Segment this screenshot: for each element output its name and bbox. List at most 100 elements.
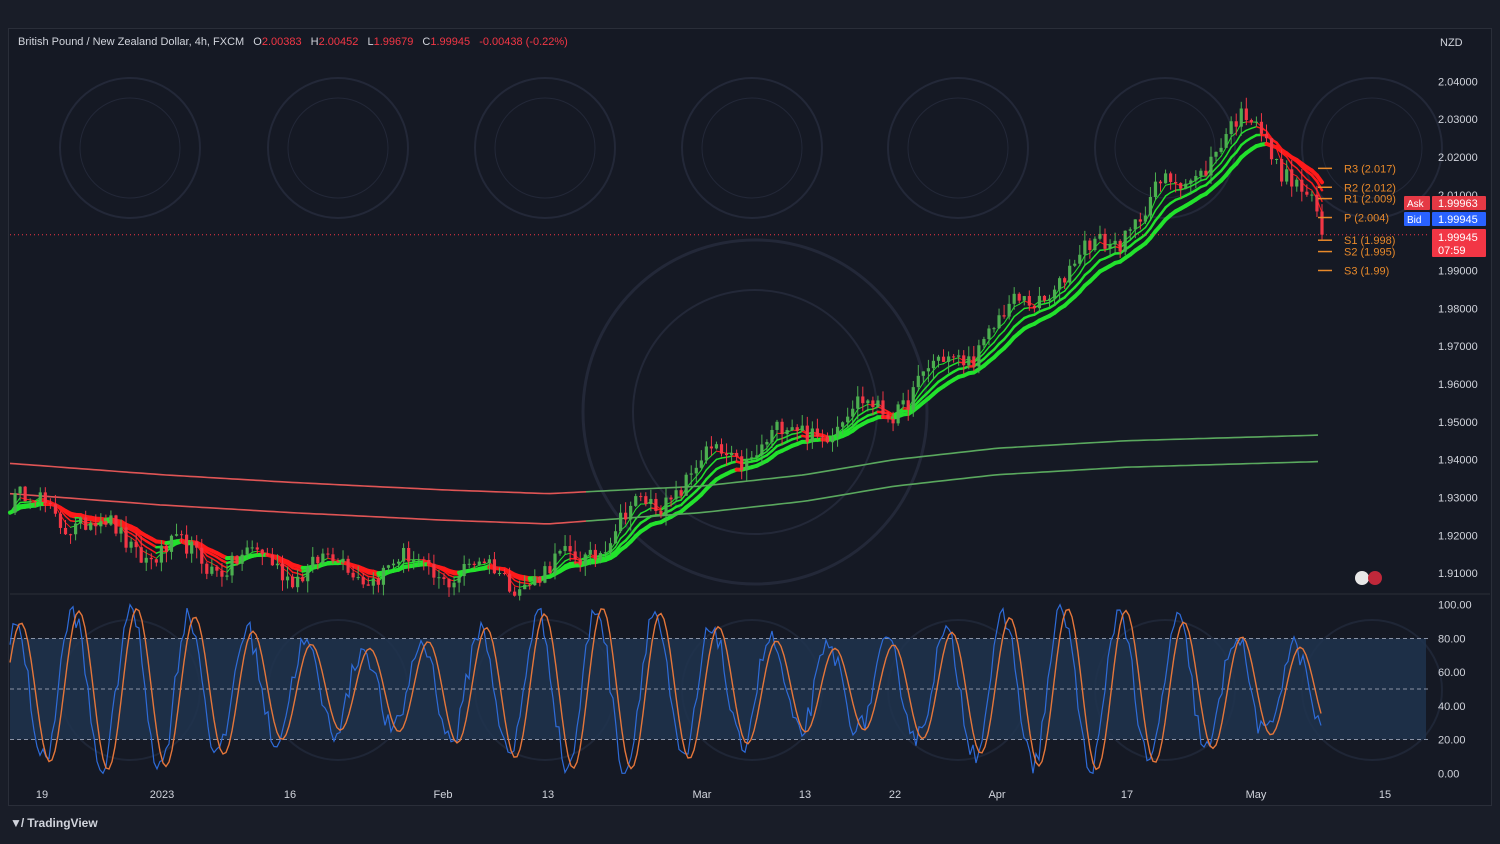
- candle-body: [719, 444, 724, 454]
- symbol-legend[interactable]: British Pound / New Zealand Dollar, 4h, …: [18, 36, 568, 48]
- ma-ribbon-segment: [1079, 264, 1086, 275]
- ma-ribbon-segment: [700, 478, 708, 488]
- ma-ribbon-segment: [59, 509, 67, 518]
- candle-body: [457, 576, 461, 583]
- candle-body: [53, 504, 58, 514]
- candle-body: [1052, 289, 1057, 299]
- candle-body: [407, 547, 411, 562]
- close-label: C: [422, 36, 431, 48]
- candle-body: [548, 566, 552, 574]
- ma-ribbon-segment: [993, 327, 1000, 337]
- ma-ribbon-segment: [251, 550, 258, 553]
- candle-body: [245, 547, 249, 555]
- candle-body: [1032, 305, 1036, 309]
- ma-ribbon-segment: [150, 555, 157, 559]
- ask-label: Ask: [1407, 199, 1425, 210]
- candle-body: [1042, 295, 1047, 301]
- tradingview-logo[interactable]: ▼/ TradingView: [10, 816, 98, 830]
- candle-body: [1047, 298, 1052, 301]
- candle-body: [265, 554, 269, 556]
- candle-body: [926, 368, 930, 372]
- watermark-circle: [267, 77, 409, 219]
- candle-body: [608, 543, 613, 553]
- candle-body: [361, 577, 365, 585]
- ma-ribbon-segment: [407, 561, 415, 564]
- stoch-tick: 0.00: [1438, 768, 1459, 780]
- candle-body: [402, 547, 406, 562]
- candle-body: [321, 553, 325, 564]
- candle-body: [205, 563, 209, 574]
- currency-label: NZD: [1440, 37, 1463, 49]
- ma-ribbon-segment: [1048, 298, 1056, 304]
- ma-ribbon-segment: [211, 562, 218, 567]
- ma-ribbon-segment: [296, 572, 304, 577]
- watermark-circle: [1301, 77, 1443, 219]
- time-axis: 19 2023 16 Feb 13 Mar 13 22 Apr 17 May 15: [36, 789, 1391, 801]
- ma-ribbon-segment: [1285, 156, 1293, 166]
- ma-ribbon-segment: [776, 437, 783, 441]
- stoch-k-line: [9, 603, 1322, 775]
- high-value: 2.00452: [318, 36, 359, 48]
- pivot-label: P (2.004): [1344, 213, 1389, 225]
- candle-body: [220, 570, 224, 577]
- candle-body: [381, 567, 386, 585]
- ma-ribbon-segment: [619, 532, 627, 540]
- candle-body: [1118, 240, 1122, 252]
- candle-body: [649, 498, 653, 504]
- candle-body: [1219, 147, 1223, 152]
- candle-body: [699, 460, 703, 468]
- ma-ribbon-segment: [140, 542, 147, 548]
- ma-ribbon-segment: [1078, 273, 1087, 284]
- candle-body: [876, 400, 880, 408]
- candle-body: [462, 563, 466, 577]
- candle-body: [911, 387, 915, 410]
- candle-body: [1300, 179, 1304, 192]
- pivot-label: R3 (2.017): [1344, 163, 1396, 175]
- price-pane[interactable]: R3 (2.017) R2 (2.012)R1 (2.009) P (2.004) S…: [8, 97, 1490, 601]
- price-badge: [1432, 196, 1486, 210]
- stochastic-pane[interactable]: [9, 603, 1430, 775]
- ma-ribbon-segment: [473, 564, 480, 569]
- ma-ribbon-segment: [1301, 173, 1308, 180]
- watermark-circle: [581, 238, 929, 586]
- price-tick: 1.97000: [1438, 341, 1478, 353]
- ma-ribbon-segment: [1003, 314, 1010, 324]
- candle-body: [962, 355, 966, 366]
- ma-ribbon-segment: [513, 579, 521, 584]
- ma-ribbon-segment: [725, 455, 733, 459]
- ma-ribbon-segment: [1073, 272, 1081, 281]
- symbol-title[interactable]: British Pound / New Zealand Dollar, 4h, …: [18, 36, 245, 48]
- ma-ribbon-segment: [922, 384, 930, 392]
- candle-body: [568, 546, 572, 552]
- candle-body: [1179, 183, 1183, 189]
- watermark-circle: [287, 97, 389, 199]
- price-axis: NZD2.040002.030002.020002.010002.000001.…: [1438, 37, 1478, 780]
- candle-body: [1083, 240, 1087, 255]
- ma-ribbon-segment: [1129, 228, 1136, 237]
- change-value: -0.00438 (-0.22%): [479, 36, 568, 48]
- ma-ribbon-segment: [1316, 189, 1323, 203]
- candle-body: [1068, 265, 1072, 283]
- candle-body: [1274, 159, 1279, 161]
- candle-body: [1194, 175, 1198, 181]
- watermark-circle: [1321, 97, 1423, 199]
- time-tick: 2023: [150, 789, 174, 801]
- candle-body: [1280, 159, 1284, 182]
- candle-body: [790, 427, 794, 431]
- candle-body: [356, 577, 360, 579]
- candle-body: [1305, 191, 1309, 195]
- ma-ribbon-segment: [1154, 192, 1162, 201]
- candle-body: [1199, 170, 1203, 176]
- price-tick: 2.04000: [1438, 76, 1478, 88]
- candle-body: [169, 535, 174, 552]
- low-label: L: [367, 36, 374, 48]
- ma-ribbon-segment: [862, 403, 869, 408]
- candle-body: [391, 563, 396, 566]
- candle-body: [1320, 211, 1324, 235]
- ma-ribbon-segment: [791, 432, 798, 435]
- ma-ribbon-segment: [1074, 264, 1081, 273]
- ma-ribbon-segment: [362, 572, 370, 578]
- candle-body: [694, 467, 698, 474]
- ma-ribbon-segment: [291, 571, 299, 575]
